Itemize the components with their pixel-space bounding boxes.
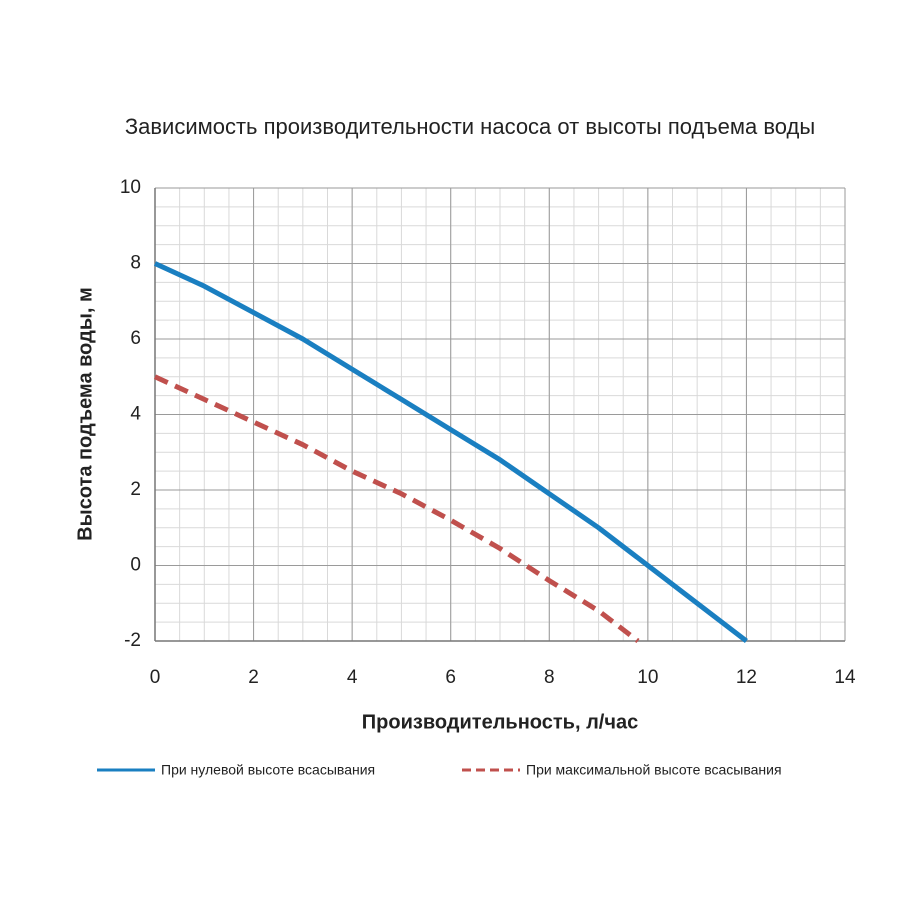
y-axis-label: Высота подъема воды, м [74,287,96,541]
x-tick-label: 12 [736,667,757,688]
x-axis-label: Производительность, л/час [362,711,638,733]
x-tick-label: 2 [248,667,259,688]
x-tick-label: 8 [544,667,555,688]
x-tick-label: 0 [150,667,161,688]
x-tick-label: 14 [834,667,856,688]
chart-title: Зависимость производительности насоса от… [125,114,815,139]
y-tick-label: 10 [120,177,141,198]
x-tick-label: 10 [637,667,658,688]
legend-label: При нулевой высоте всасывания [161,762,375,778]
y-tick-label: -2 [124,630,141,651]
data-line [153,374,640,643]
y-tick-label: 8 [130,253,141,274]
legend-label: При максимальной высоте всасывания [526,762,782,778]
y-tick-label: 2 [130,479,141,500]
y-tick-label: 0 [130,555,141,576]
data-line [153,261,748,643]
y-tick-label: 4 [130,404,141,425]
x-tick-label: 6 [445,667,456,688]
y-tick-label: 6 [130,328,141,349]
x-tick-label: 4 [347,667,358,688]
